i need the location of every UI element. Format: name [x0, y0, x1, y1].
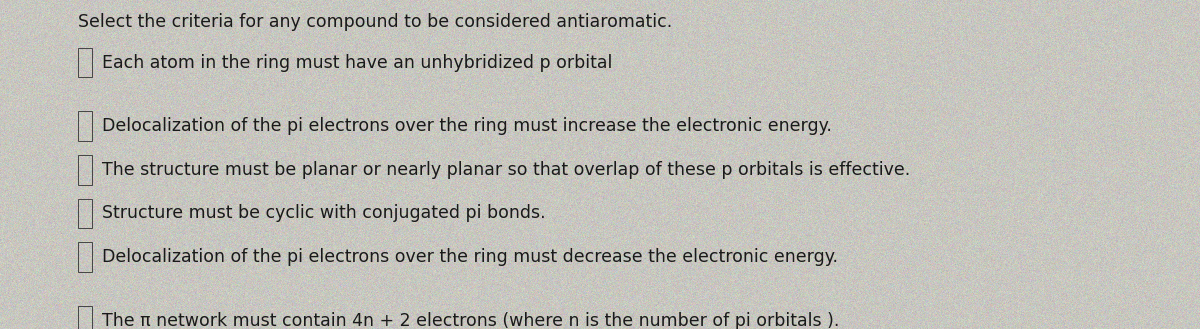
Bar: [78, 111, 92, 141]
Bar: [78, 242, 92, 272]
Text: Delocalization of the pi electrons over the ring must decrease the electronic en: Delocalization of the pi electrons over …: [102, 248, 838, 266]
Bar: [78, 306, 92, 329]
Text: Structure must be cyclic with conjugated pi bonds.: Structure must be cyclic with conjugated…: [102, 204, 546, 222]
Text: The structure must be planar or nearly planar so that overlap of these p orbital: The structure must be planar or nearly p…: [102, 161, 911, 179]
Bar: [78, 199, 92, 228]
Text: The π network must contain 4n + 2 electrons (where n is the number of pi orbital: The π network must contain 4n + 2 electr…: [102, 312, 839, 329]
Text: Each atom in the ring must have an unhybridized p orbital: Each atom in the ring must have an unhyb…: [102, 54, 612, 71]
Bar: [78, 48, 92, 77]
Text: Delocalization of the pi electrons over the ring must increase the electronic en: Delocalization of the pi electrons over …: [102, 117, 832, 135]
Text: Select the criteria for any compound to be considered antiaromatic.: Select the criteria for any compound to …: [78, 13, 672, 31]
Bar: [78, 155, 92, 185]
